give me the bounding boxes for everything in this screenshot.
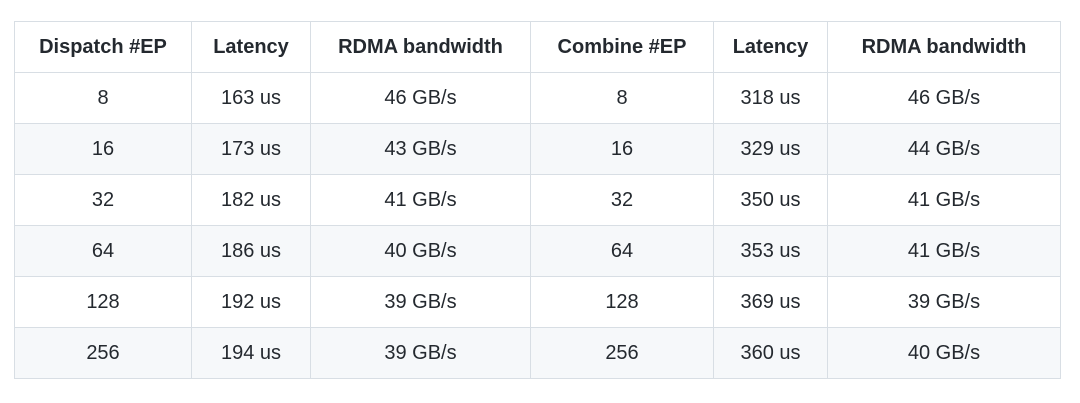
cell-combine-rdma-bandwidth: 39 GB/s [827, 276, 1061, 328]
cell-dispatch-rdma-bandwidth: 40 GB/s [310, 225, 531, 277]
cell-dispatch-rdma-bandwidth: 39 GB/s [310, 327, 531, 379]
cell-dispatch-rdma-bandwidth: 39 GB/s [310, 276, 531, 328]
cell-combine-latency: 353 us [713, 225, 828, 277]
cell-dispatch-ep: 8 [14, 72, 192, 124]
cell-dispatch-rdma-bandwidth: 41 GB/s [310, 174, 531, 226]
column-header-combine-ep: Combine #EP [530, 21, 714, 73]
cell-dispatch-ep: 32 [14, 174, 192, 226]
cell-dispatch-ep: 128 [14, 276, 192, 328]
cell-combine-latency: 350 us [713, 174, 828, 226]
cell-dispatch-rdma-bandwidth: 43 GB/s [310, 123, 531, 175]
cell-combine-ep: 32 [530, 174, 714, 226]
cell-dispatch-latency: 163 us [191, 72, 311, 124]
cell-combine-rdma-bandwidth: 41 GB/s [827, 174, 1061, 226]
cell-combine-ep: 8 [530, 72, 714, 124]
column-header-dispatch-latency: Latency [191, 21, 311, 73]
header-row: Dispatch #EP Latency RDMA bandwidth Comb… [14, 21, 1061, 73]
cell-combine-ep: 16 [530, 123, 714, 175]
column-header-dispatch-ep: Dispatch #EP [14, 21, 192, 73]
cell-dispatch-rdma-bandwidth: 46 GB/s [310, 72, 531, 124]
column-header-combine-rdma-bandwidth: RDMA bandwidth [827, 21, 1061, 73]
cell-combine-rdma-bandwidth: 41 GB/s [827, 225, 1061, 277]
benchmark-table: Dispatch #EP Latency RDMA bandwidth Comb… [14, 21, 1061, 379]
table-row: 256 194 us 39 GB/s 256 360 us 40 GB/s [14, 327, 1061, 379]
cell-combine-latency: 318 us [713, 72, 828, 124]
cell-dispatch-ep: 16 [14, 123, 192, 175]
cell-combine-latency: 360 us [713, 327, 828, 379]
table-row: 128 192 us 39 GB/s 128 369 us 39 GB/s [14, 276, 1061, 328]
cell-dispatch-latency: 173 us [191, 123, 311, 175]
table-container: Dispatch #EP Latency RDMA bandwidth Comb… [14, 21, 1061, 379]
cell-combine-ep: 256 [530, 327, 714, 379]
cell-dispatch-ep: 256 [14, 327, 192, 379]
cell-dispatch-latency: 186 us [191, 225, 311, 277]
cell-combine-latency: 329 us [713, 123, 828, 175]
cell-dispatch-latency: 192 us [191, 276, 311, 328]
cell-combine-rdma-bandwidth: 46 GB/s [827, 72, 1061, 124]
column-header-combine-latency: Latency [713, 21, 828, 73]
cell-dispatch-latency: 194 us [191, 327, 311, 379]
cell-combine-ep: 128 [530, 276, 714, 328]
column-header-dispatch-rdma-bandwidth: RDMA bandwidth [310, 21, 531, 73]
cell-combine-rdma-bandwidth: 40 GB/s [827, 327, 1061, 379]
table-row: 16 173 us 43 GB/s 16 329 us 44 GB/s [14, 123, 1061, 175]
cell-combine-latency: 369 us [713, 276, 828, 328]
cell-dispatch-latency: 182 us [191, 174, 311, 226]
table-row: 32 182 us 41 GB/s 32 350 us 41 GB/s [14, 174, 1061, 226]
cell-combine-rdma-bandwidth: 44 GB/s [827, 123, 1061, 175]
cell-dispatch-ep: 64 [14, 225, 192, 277]
table-row: 64 186 us 40 GB/s 64 353 us 41 GB/s [14, 225, 1061, 277]
table-row: 8 163 us 46 GB/s 8 318 us 46 GB/s [14, 72, 1061, 124]
cell-combine-ep: 64 [530, 225, 714, 277]
